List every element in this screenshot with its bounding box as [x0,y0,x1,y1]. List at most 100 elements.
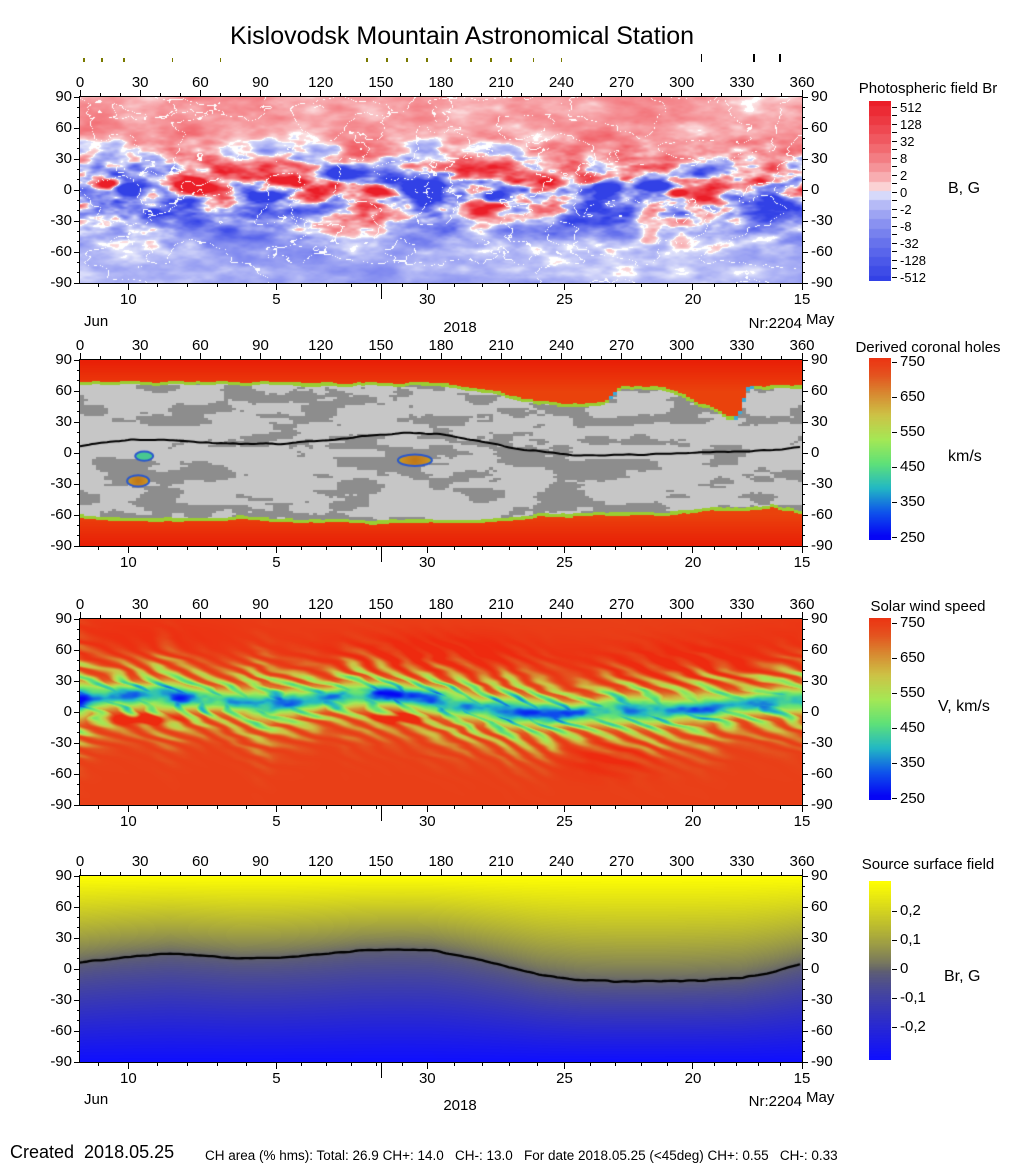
axis-tick [426,283,428,290]
lat-tick-label-left: 90 [55,610,72,627]
axis-tick [580,872,582,876]
axis-tick [661,356,663,360]
axis-tick [540,93,542,97]
axis-tick [139,353,141,360]
axis-tick [77,210,80,212]
axis-tick [77,916,80,918]
axis-tick [892,692,897,694]
axis-tick [540,615,542,619]
lat-tick-label-left: 60 [55,641,72,658]
axis-tick [420,93,422,97]
axis-tick [360,872,362,876]
lat-tick-label-left: 0 [63,181,72,198]
axis-tick [300,615,302,619]
observation-tick-olive [450,58,452,62]
axis-tick [77,978,80,980]
axis-tick [721,872,723,876]
axis-tick [199,353,201,360]
lat-tick-label-right: -30 [811,475,833,492]
axis-tick [187,805,189,809]
axis-tick [340,872,342,876]
axis-tick [802,421,808,423]
axis-tick [802,896,805,898]
axis-tick [420,615,422,619]
axis-tick [802,875,808,877]
axis-tick [802,359,808,361]
lon-tick-label: 30 [131,74,149,91]
axis-tick [74,711,80,713]
axis-tick [761,615,763,619]
observation-tick-olive [83,58,85,62]
axis-tick [77,431,80,433]
axis-tick [401,1062,403,1066]
axis-tick [721,615,723,619]
axis-tick [536,546,538,550]
lat-tick-label-left: 60 [55,898,72,915]
axis-tick [74,514,80,516]
axis-tick [741,353,743,360]
axis-tick [179,872,181,876]
axis-tick [802,794,805,796]
axis-tick [802,783,805,785]
axis-tick [74,545,80,547]
derived_coronal_holes-colorbar [869,358,891,540]
axis-tick [301,805,303,809]
observation-tick-olive [219,58,222,62]
axis-tick [260,869,261,876]
axis-tick [440,612,442,619]
axis-tick [77,272,80,274]
lon-tick-label: 0 [75,74,85,91]
lat-tick-label-left: -90 [50,274,72,291]
lat-tick-label-right: 90 [811,867,828,884]
axis-tick [351,283,353,287]
axis-tick [779,805,781,809]
axis-tick [77,732,80,734]
observation-tick-olive [101,58,103,62]
axis-tick [74,220,80,222]
axis-tick [509,1062,511,1066]
axis-tick [802,483,808,485]
axis-tick [246,546,248,550]
colorbar-tick-label: -32 [900,236,919,251]
colorbar-tick-label: 0,2 [900,902,921,919]
axis-tick [77,690,80,692]
axis-tick [380,869,382,876]
axis-tick [74,483,80,485]
axis-tick [119,872,121,876]
axis-tick [509,805,511,809]
axis-tick [641,283,643,287]
lon-tick-label: 120 [308,596,334,613]
axis-tick [77,462,80,464]
axis-tick [736,283,738,287]
axis-tick [454,1062,456,1066]
axis-tick [802,199,805,201]
colorbar-tick-label: 32 [900,134,915,149]
axis-tick [74,96,80,98]
month-label-may-top: May [806,311,835,328]
lat-tick-label-left: -30 [50,475,72,492]
axis-tick [420,872,422,876]
axis-tick [779,1062,781,1066]
axis-tick [500,612,502,619]
axis-tick [481,1062,483,1066]
axis-tick [802,999,808,1001]
axis-tick [802,649,808,651]
axis-tick [560,869,562,876]
lat-tick-label-right: 0 [811,960,820,977]
lon-tick-label: 300 [669,74,695,91]
lon-tick-label: 0 [75,853,85,870]
axis-tick [400,872,402,876]
lat-tick-label-left: 30 [55,672,72,689]
lon-tick-label: 90 [252,596,269,613]
date-tick-label: 25 [556,554,573,571]
lat-tick-label-right: 90 [811,88,828,105]
axis-tick [540,872,542,876]
axis-tick [802,752,805,754]
axis-tick [79,353,81,360]
axis-tick [216,1062,218,1066]
lon-tick-label: 270 [608,853,635,870]
axis-tick [802,179,805,181]
lon-tick-label: 120 [308,337,334,354]
axis-tick [77,106,80,108]
lat-tick-label-left: -60 [50,1022,72,1039]
